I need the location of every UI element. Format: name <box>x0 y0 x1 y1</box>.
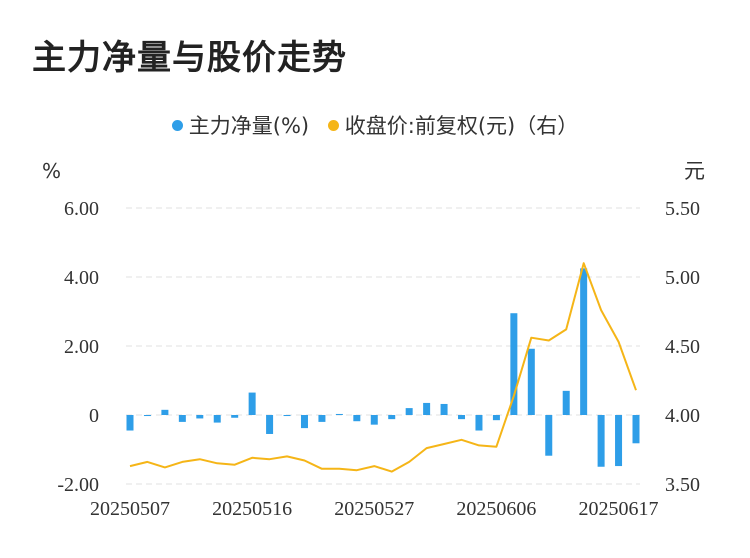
line-close-price <box>129 262 637 473</box>
left-axis: 6.00 4.00 2.00 0 -2.00% <box>42 159 99 496</box>
left-tick-label: 4.00 <box>64 267 99 289</box>
chart-legend: 主力净量(%) 收盘价:前复权(元)（右） <box>0 110 750 140</box>
right-tick-label: 3.50 <box>665 474 700 496</box>
bar-net-volume <box>527 348 535 415</box>
right-axis: 5.50 5.00 4.50 4.00 3.50 元 <box>665 159 705 496</box>
bar-net-volume <box>632 415 640 444</box>
x-tick-label: 20250516 <box>212 498 292 520</box>
bar-net-volume <box>458 415 466 420</box>
bar-net-volume <box>580 268 588 415</box>
bar-net-volume <box>178 415 186 422</box>
bar-net-volume <box>283 415 291 417</box>
bar-net-volume <box>300 415 308 429</box>
left-tick-label: 0 <box>89 405 99 427</box>
bar-series <box>126 268 640 467</box>
x-tick-label: 20250527 <box>334 498 414 520</box>
left-tick-label: 6.00 <box>64 198 99 220</box>
page-title: 主力净量与股价走势 <box>32 38 347 78</box>
bar-net-volume <box>318 415 326 422</box>
bar-net-volume <box>353 415 361 422</box>
bar-net-volume <box>248 392 256 415</box>
line-series <box>129 262 637 473</box>
bar-net-volume <box>423 402 431 415</box>
bar-net-volume <box>510 313 518 415</box>
right-axis-unit: 元 <box>684 159 705 183</box>
bar-net-volume <box>370 415 378 425</box>
right-tick-label: 5.00 <box>665 267 700 289</box>
bar-net-volume <box>196 415 204 419</box>
bar-net-volume <box>213 415 221 423</box>
bar-net-volume <box>388 415 396 420</box>
bar-net-volume <box>615 415 623 467</box>
legend-label-close-price: 收盘价:前复权(元)（右） <box>344 114 579 138</box>
right-tick-label: 4.50 <box>665 336 700 358</box>
bar-net-volume <box>266 415 274 434</box>
right-tick-label: 5.50 <box>665 198 700 220</box>
bar-net-volume <box>545 415 553 456</box>
bar-net-volume <box>492 415 500 421</box>
bar-net-volume <box>335 413 343 415</box>
left-tick-label: 2.00 <box>64 336 99 358</box>
x-tick-label: 20250617 <box>579 498 659 520</box>
x-tick-label: 20250606 <box>456 498 536 520</box>
bar-net-volume <box>440 403 448 415</box>
bar-net-volume <box>161 409 169 415</box>
legend-dot-icon <box>171 119 183 131</box>
bar-net-volume <box>562 390 570 415</box>
grid-layer <box>126 207 640 485</box>
bar-net-volume <box>126 415 134 431</box>
bar-net-volume <box>231 415 239 418</box>
x-axis: 20250507 20250516 20250527 20250606 20250617 <box>90 498 659 520</box>
left-tick-label: -2.00 <box>57 474 99 496</box>
right-tick-label: 4.00 <box>665 405 700 427</box>
legend-item-close-price[interactable]: 收盘价:前复权(元)（右） <box>327 110 579 140</box>
bar-net-volume <box>597 415 605 467</box>
x-tick-label: 20250507 <box>90 498 170 520</box>
legend-item-net-volume[interactable]: 主力净量(%) <box>171 110 310 140</box>
bar-net-volume <box>475 415 483 431</box>
left-axis-unit: % <box>42 159 61 183</box>
bar-net-volume <box>143 415 151 417</box>
legend-dot-icon <box>327 119 339 131</box>
legend-label-net-volume: 主力净量(%) <box>188 114 310 138</box>
bar-net-volume <box>405 408 413 415</box>
